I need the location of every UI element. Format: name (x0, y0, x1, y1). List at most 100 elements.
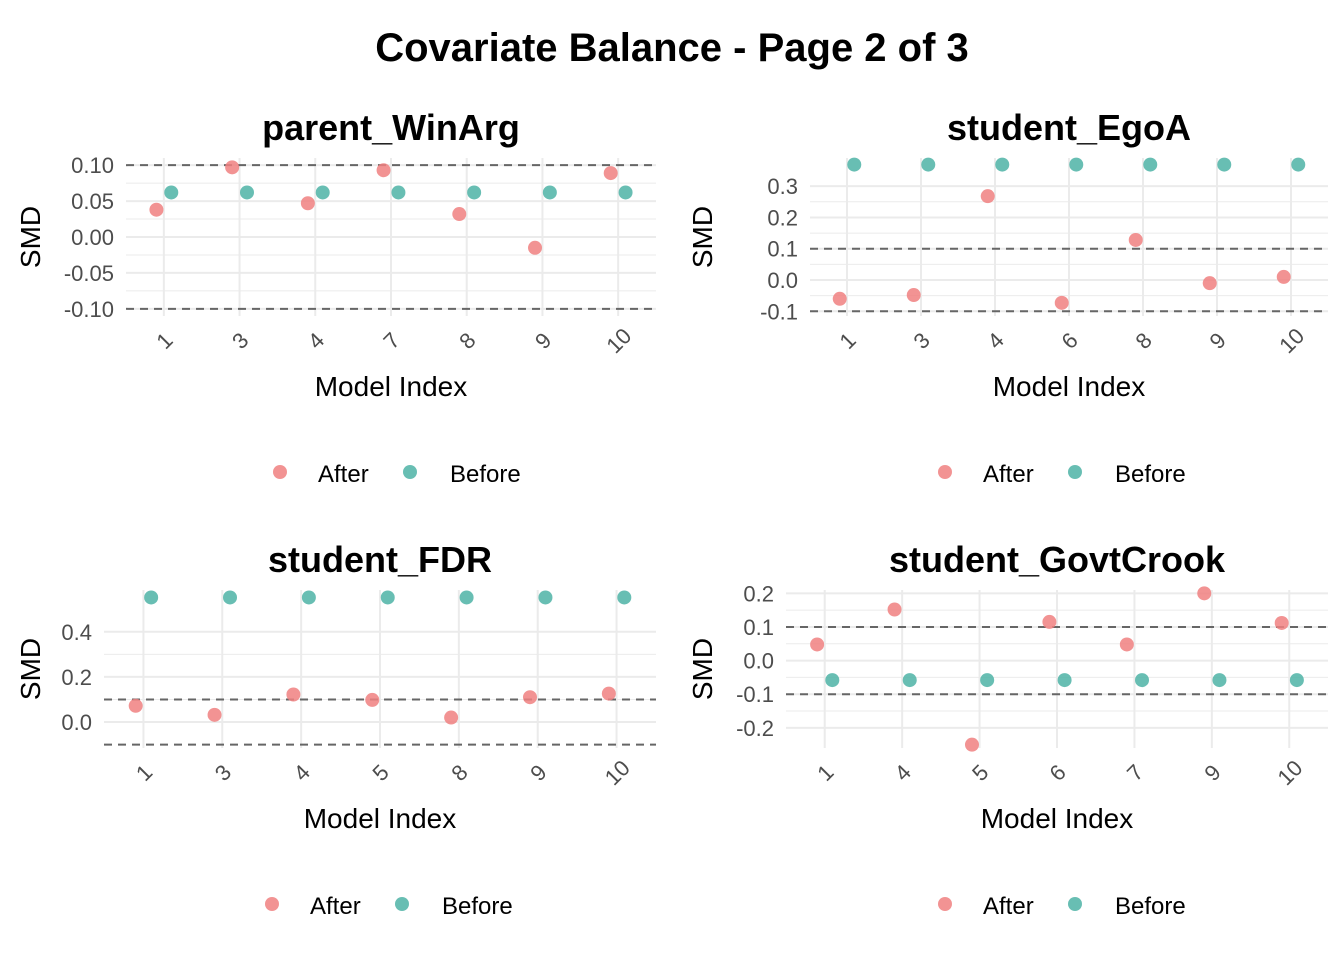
before-point (391, 185, 406, 200)
legend-marker (938, 465, 952, 479)
x-tick-label: 1 (812, 760, 838, 786)
y-tick-label: 0.0 (61, 710, 92, 735)
after-point (300, 196, 315, 211)
legend-label: Before (450, 461, 521, 488)
x-tick-label: 5 (368, 760, 394, 786)
legend: After Before (938, 461, 1186, 488)
before-point (617, 590, 632, 605)
after-point (601, 686, 616, 701)
x-tick-label: 10 (600, 755, 635, 790)
y-tick-label: 0.0 (743, 649, 774, 674)
legend: After Before (938, 893, 1186, 920)
x-tick-label: 8 (1131, 328, 1157, 354)
after-point (225, 160, 240, 175)
after-point (207, 707, 222, 722)
x-tick-label: 9 (1199, 760, 1225, 786)
after-point (906, 288, 921, 303)
panel-title: parent_WinArg (262, 107, 520, 148)
before-point (902, 673, 917, 688)
y-tick-label: -0.10 (64, 297, 114, 322)
legend: After Before (265, 893, 513, 920)
x-tick-label: 3 (909, 328, 935, 354)
x-tick-label: 10 (1272, 755, 1307, 790)
before-point (1289, 673, 1304, 688)
x-tick-label: 7 (1122, 760, 1148, 786)
x-tick-label: 3 (210, 760, 236, 786)
legend-marker (1068, 897, 1082, 911)
y-tick-label: -0.2 (736, 716, 774, 741)
x-tick-label: 10 (1274, 323, 1309, 358)
legend-marker (395, 897, 409, 911)
x-tick-label: 5 (967, 760, 993, 786)
legend-marker (273, 465, 287, 479)
after-point (365, 692, 380, 707)
before-point (467, 185, 482, 200)
after-point (1274, 615, 1289, 630)
after-point (1042, 614, 1057, 629)
after-point (1054, 295, 1069, 310)
before-point (618, 185, 633, 200)
y-tick-label: -0.1 (736, 682, 774, 707)
x-tick-label: 1 (131, 760, 157, 786)
after-point (149, 202, 164, 217)
after-point (1119, 637, 1134, 652)
x-axis-label: Model Index (981, 803, 1134, 834)
y-axis-label: SMD (15, 206, 46, 268)
panel-student_FDR: student_FDR 0.4 0.2 0.0 1 3 4 5 8 9 10 Model Index S… (15, 539, 656, 920)
y-tick-label: 0.05 (71, 189, 114, 214)
before-point (164, 185, 179, 200)
before-point (542, 185, 557, 200)
before-point (223, 590, 238, 605)
y-tick-label: -0.1 (760, 299, 798, 324)
panel-title: student_FDR (268, 539, 492, 580)
x-tick-label: 3 (227, 328, 253, 354)
before-point (995, 157, 1010, 172)
before-point (1212, 673, 1227, 688)
x-tick-label: 1 (835, 328, 861, 354)
x-tick-label: 4 (983, 328, 1009, 354)
x-tick-label: 4 (303, 328, 329, 354)
before-point (1069, 157, 1084, 172)
y-tick-label: 0.2 (767, 205, 798, 230)
after-point (810, 637, 825, 652)
legend-marker (265, 897, 279, 911)
x-tick-label: 4 (890, 760, 916, 786)
legend-label: After (318, 461, 369, 488)
after-point (1202, 276, 1217, 291)
panel-title: student_EgoA (947, 107, 1191, 148)
before-point (538, 590, 553, 605)
before-point (1143, 157, 1158, 172)
before-point (921, 157, 936, 172)
after-point (603, 166, 618, 181)
y-tick-label: 0.3 (767, 174, 798, 199)
before-point (825, 673, 840, 688)
legend-marker (1068, 465, 1082, 479)
legend-label: Before (442, 893, 513, 920)
after-point (964, 737, 979, 752)
panel-student_EgoA: student_EgoA 0.3 0.2 0.1 0.0 -0.1 1 3 4 6 8 9 10 Mode… (687, 107, 1328, 488)
y-tick-label: 0.2 (61, 665, 92, 690)
y-axis-label: SMD (687, 638, 718, 700)
after-point (376, 163, 391, 178)
y-tick-label: 0.1 (767, 237, 798, 262)
legend-label: After (310, 893, 361, 920)
before-point (847, 157, 862, 172)
after-point (1197, 586, 1212, 601)
legend-marker (403, 465, 417, 479)
x-tick-label: 9 (530, 328, 556, 354)
after-point (286, 687, 301, 702)
panel-student_GovtCrook: student_GovtCrook 0.2 0.1 0.0 -0.1 -0.2 1 4 5 6 7 9… (687, 539, 1328, 920)
after-point (452, 207, 467, 222)
x-tick-label: 6 (1045, 760, 1071, 786)
panel-title: student_GovtCrook (889, 539, 1226, 580)
legend-label: Before (1115, 893, 1186, 920)
before-point (1057, 673, 1072, 688)
after-point (522, 690, 537, 705)
page-title: Covariate Balance - Page 2 of 3 (375, 26, 969, 70)
x-tick-label: 9 (1205, 328, 1231, 354)
before-point (459, 590, 474, 605)
x-tick-label: 10 (601, 323, 636, 358)
before-point (239, 185, 254, 200)
x-tick-label: 1 (151, 328, 177, 354)
